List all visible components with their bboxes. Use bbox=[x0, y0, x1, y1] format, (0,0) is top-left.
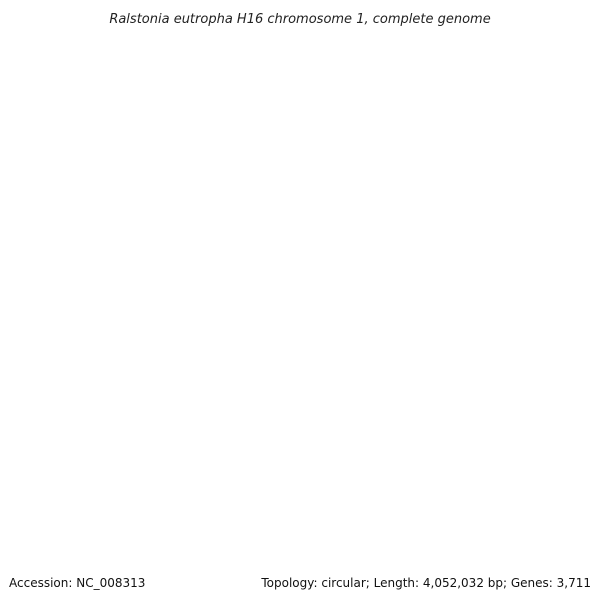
map-title: Ralstonia eutropha H16 chromosome 1, com… bbox=[109, 12, 490, 27]
genome-summary: Topology: circular; Length: 4,052,032 bp… bbox=[261, 576, 591, 590]
accession-label: Accession: NC_008313 bbox=[9, 576, 146, 590]
